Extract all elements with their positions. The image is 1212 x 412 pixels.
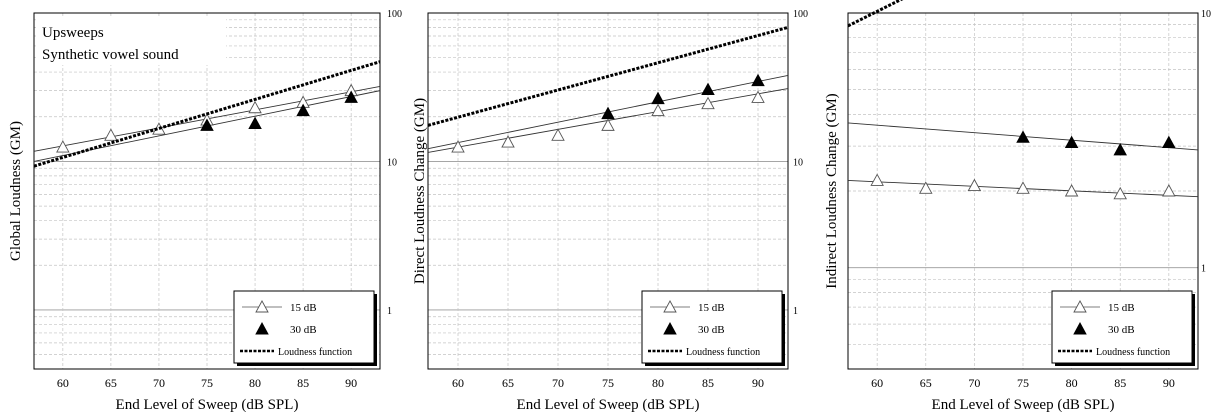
plot-frame — [427, 12, 789, 370]
x-axis-label: End Level of Sweep (dB SPL) — [932, 397, 1115, 412]
loudness-function-line — [427, 25, 789, 127]
y-axis-label: Indirect Loudness Change (GM) — [824, 93, 840, 288]
legend-label: 15 dB — [698, 302, 725, 314]
filled-triangle-point — [651, 91, 665, 105]
legend-label: 30 dB — [698, 324, 725, 336]
open-triangle-point — [1113, 186, 1127, 200]
filled-triangle-point — [248, 116, 262, 130]
open-triangle-point — [551, 128, 565, 141]
loudness-function-line — [33, 60, 381, 168]
annotation-box — [36, 17, 226, 65]
open-triangle-point — [248, 100, 262, 114]
open-triangle-point — [1162, 184, 1176, 197]
open-triangle-point — [451, 140, 465, 153]
open-triangle-point — [104, 128, 118, 141]
filled-triangle-point — [601, 106, 615, 120]
x-axis-label: End Level of Sweep (dB SPL) — [517, 397, 700, 412]
y-tick-label: 1 — [387, 306, 392, 317]
x-axis-label: End Level of Sweep (dB SPL) — [116, 397, 299, 412]
x-tick-label: 85 — [1114, 376, 1126, 390]
open-triangle-point — [919, 181, 933, 194]
plot-frame — [33, 12, 381, 370]
y-tick-label: 10 — [1201, 9, 1211, 20]
open-triangle-point — [601, 118, 615, 131]
open-triangle-point — [967, 178, 982, 192]
legend-filled-triangle-icon — [663, 322, 677, 335]
filled-triangle-point — [1064, 135, 1079, 148]
x-tick-label: 75 — [602, 376, 614, 390]
filled-triangle-point — [701, 82, 715, 96]
open-triangle-point — [1064, 184, 1079, 197]
x-tick-label: 90 — [752, 376, 764, 390]
y-tick-label: 100 — [387, 9, 402, 20]
legend-open-triangle-icon — [255, 300, 269, 313]
filled-triangle-point — [1016, 130, 1030, 143]
filled-triangle-point — [296, 103, 310, 117]
x-tick-label: 90 — [345, 376, 357, 390]
x-tick-label: 65 — [105, 376, 117, 390]
open-triangle-point — [751, 90, 765, 103]
filled-triangle-point — [1113, 142, 1127, 156]
legend-label: Loudness function — [686, 347, 760, 358]
x-tick-label: 70 — [552, 376, 564, 390]
x-tick-label: 80 — [652, 376, 664, 390]
x-tick-label: 65 — [502, 376, 514, 390]
annotation-text: Upsweeps — [42, 25, 104, 41]
filled-triangle-point — [200, 118, 214, 131]
legend-label: 15 dB — [290, 302, 317, 314]
legend-label: 30 dB — [1108, 324, 1135, 336]
x-tick-label: 70 — [153, 376, 165, 390]
chart-panel-2: 60 65 70 75 80 85 90 1 10 100 Direct Loudness Chan… — [412, 9, 808, 412]
x-tick-label: 75 — [201, 376, 213, 390]
x-tick-label: 80 — [249, 376, 261, 390]
y-axis-label: Direct Loudness Change (GM) — [412, 98, 428, 284]
x-tick-label: 90 — [1163, 376, 1175, 390]
annotation-text: Synthetic vowel sound — [42, 47, 179, 63]
plot-frame — [847, 12, 1199, 370]
x-tick-label: 75 — [1017, 376, 1029, 390]
open-triangle-point — [870, 173, 884, 186]
legend-filled-triangle-icon — [1073, 322, 1087, 335]
open-triangle-point — [1016, 181, 1030, 194]
y-tick-label: 10 — [793, 157, 803, 168]
legend-box — [233, 290, 375, 364]
legend-box — [641, 290, 783, 364]
open-triangle-point — [651, 103, 665, 117]
y-tick-label: 1 — [793, 306, 798, 317]
filled-triangle-point — [344, 90, 358, 103]
legend-open-triangle-icon — [663, 300, 677, 313]
chart-panel-3: 60 65 70 75 80 85 90 1 10 Indirect Loudness Chang… — [824, 0, 1211, 412]
legend-open-triangle-icon — [1073, 300, 1087, 313]
x-tick-label: 70 — [968, 376, 980, 390]
x-tick-label: 85 — [297, 376, 309, 390]
legend-box — [1051, 290, 1193, 364]
legend-label: 30 dB — [290, 324, 317, 336]
y-tick-label: 100 — [793, 9, 808, 20]
legend-label: Loudness function — [278, 347, 352, 358]
open-triangle-point — [701, 96, 715, 110]
open-triangle-point — [56, 140, 70, 153]
y-tick-label: 1 — [1201, 264, 1206, 275]
legend-label: Loudness function — [1096, 347, 1170, 358]
y-tick-label: 10 — [387, 157, 397, 168]
x-tick-label: 60 — [871, 376, 883, 390]
x-tick-label: 60 — [57, 376, 69, 390]
x-tick-label: 65 — [920, 376, 932, 390]
open-triangle-point — [501, 135, 515, 148]
chart-panel-1: 60 65 70 75 80 85 90 1 10 100 Global Loudness (GM)… — [8, 9, 402, 412]
filled-triangle-point — [1162, 135, 1176, 148]
y-axis-label: Global Loudness (GM) — [8, 121, 24, 261]
legend-label: 15 dB — [1108, 302, 1135, 314]
x-tick-label: 80 — [1066, 376, 1078, 390]
legend-filled-triangle-icon — [255, 322, 269, 335]
filled-triangle-point — [751, 73, 765, 87]
x-tick-label: 60 — [452, 376, 464, 390]
x-tick-label: 85 — [702, 376, 714, 390]
